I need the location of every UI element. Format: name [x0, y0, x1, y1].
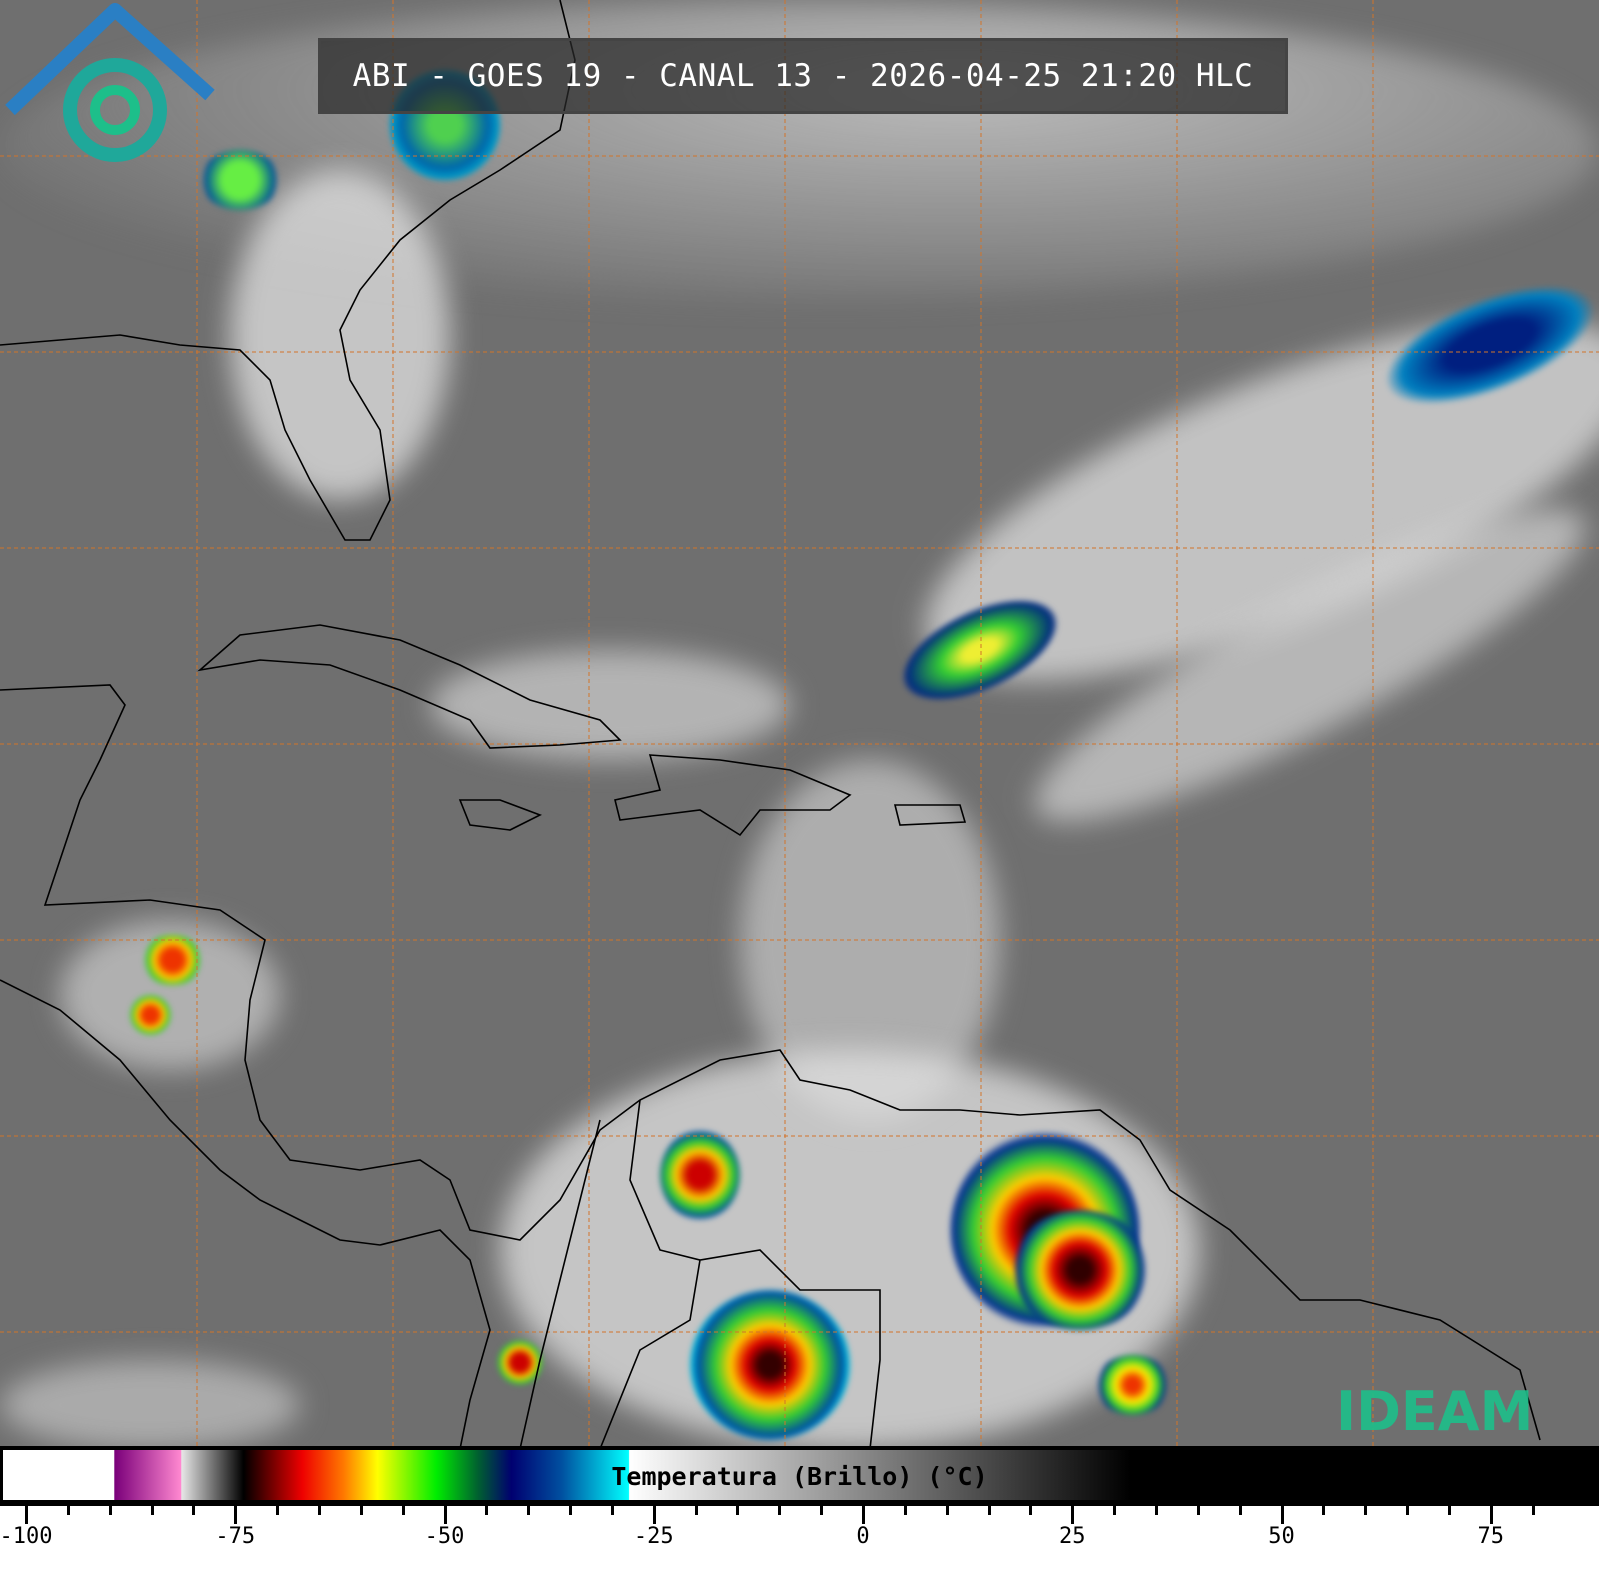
major-tick [234, 1506, 238, 1524]
coastline-jamaica [458, 799, 542, 831]
convective-cell [140, 935, 205, 985]
satellite-map: ABI - GOES 19 - CANAL 13 - 2026-04-25 21… [0, 0, 1599, 1449]
coastline-us-east [0, 0, 576, 541]
tick-label: -75 [215, 1524, 256, 1549]
convective-cell [128, 995, 173, 1035]
minor-tick [1238, 1506, 1242, 1515]
coastline-hispaniola [614, 754, 852, 837]
minor-tick [527, 1506, 531, 1515]
convective-cell [1095, 1355, 1170, 1415]
coastline-puerto-rico [893, 804, 967, 826]
minor-tick [1113, 1506, 1117, 1515]
convective-cell [1010, 1210, 1150, 1330]
lat-lon-grid [0, 0, 1599, 1449]
major-tick [1071, 1506, 1075, 1524]
minor-tick [1531, 1506, 1535, 1515]
major-tick [1489, 1506, 1493, 1524]
convective-cell [690, 1290, 850, 1440]
minor-tick [987, 1506, 991, 1515]
minor-tick [359, 1506, 363, 1515]
border-colombia-venezuela [519, 1099, 881, 1449]
tick-label: 50 [1268, 1524, 1295, 1549]
major-tick [443, 1506, 447, 1524]
ideam-logo-icon [5, 3, 215, 162]
temperature-colorbar [0, 1446, 1599, 1506]
minor-tick [317, 1506, 321, 1515]
minor-tick [1196, 1506, 1200, 1515]
coastline-yucatan-central-america [0, 684, 1541, 1441]
colorbar-axis: -100 -75 -50 -25 0 25 50 75 [0, 1506, 1599, 1577]
tick-label: 75 [1477, 1524, 1505, 1549]
minor-tick [1154, 1506, 1158, 1515]
major-tick [1280, 1506, 1284, 1524]
minor-tick [778, 1506, 782, 1515]
coastlines [0, 0, 1541, 1449]
minor-tick [736, 1506, 740, 1515]
major-tick [862, 1506, 865, 1524]
tick-label: -50 [424, 1524, 465, 1549]
major-tick [25, 1506, 28, 1524]
coastline-cuba [197, 624, 622, 749]
minor-tick [569, 1506, 573, 1515]
cloud-cuba [430, 650, 790, 760]
minor-tick [610, 1506, 614, 1515]
image-title: ABI - GOES 19 - CANAL 13 - 2026-04-25 21… [318, 38, 1288, 114]
minor-tick [1364, 1506, 1368, 1515]
minor-tick [945, 1506, 949, 1515]
minor-tick [401, 1506, 405, 1515]
minor-tick [1406, 1506, 1410, 1515]
minor-tick [108, 1506, 112, 1515]
tick-label: 25 [1059, 1524, 1086, 1549]
minor-tick [1322, 1506, 1326, 1515]
minor-tick [694, 1506, 698, 1515]
ideam-logo-text: IDEAM [1336, 1380, 1534, 1443]
minor-tick [276, 1506, 280, 1515]
tick-label: -25 [633, 1524, 674, 1549]
tick-label: -100 [0, 1524, 53, 1549]
minor-tick [1447, 1506, 1451, 1515]
coastline-pacific [0, 979, 491, 1449]
convective-cell [200, 150, 280, 210]
convective-cell [660, 1130, 740, 1220]
cloud-pacific [0, 1360, 300, 1449]
tick-label: 0 [856, 1524, 870, 1549]
minor-tick [1029, 1506, 1033, 1515]
minor-tick [150, 1506, 154, 1515]
minor-tick [192, 1506, 196, 1515]
map-overlay [0, 0, 1599, 1449]
minor-tick [820, 1506, 824, 1515]
cloud-band-florida [230, 170, 450, 500]
colorbar-gradient [3, 1450, 1599, 1500]
minor-tick [903, 1506, 907, 1515]
minor-tick [485, 1506, 489, 1515]
minor-tick [66, 1506, 70, 1515]
major-tick [652, 1506, 656, 1524]
